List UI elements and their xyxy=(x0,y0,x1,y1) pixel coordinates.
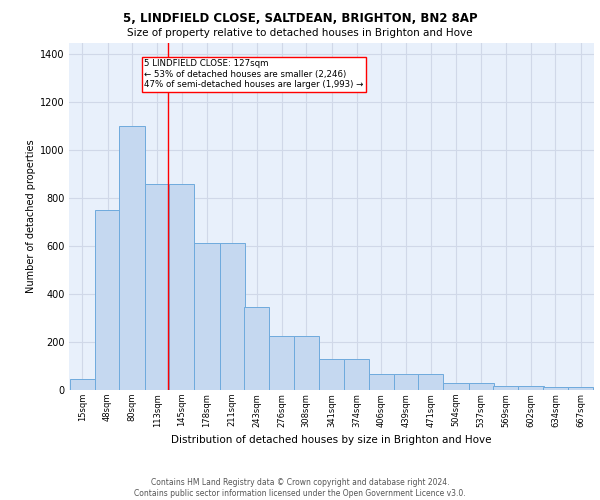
Text: Contains HM Land Registry data © Crown copyright and database right 2024.
Contai: Contains HM Land Registry data © Crown c… xyxy=(134,478,466,498)
Bar xyxy=(394,374,419,390)
Bar xyxy=(568,387,593,390)
Bar xyxy=(293,336,319,390)
Bar xyxy=(119,126,145,390)
Bar xyxy=(543,387,568,390)
Bar xyxy=(443,384,469,390)
Bar xyxy=(95,210,120,390)
Bar xyxy=(244,308,269,390)
Bar xyxy=(194,242,220,390)
Bar xyxy=(169,184,194,390)
Bar xyxy=(344,359,370,390)
Bar xyxy=(145,184,170,390)
Text: 5 LINDFIELD CLOSE: 127sqm
← 53% of detached houses are smaller (2,246)
47% of se: 5 LINDFIELD CLOSE: 127sqm ← 53% of detac… xyxy=(144,60,364,89)
Text: 5, LINDFIELD CLOSE, SALTDEAN, BRIGHTON, BN2 8AP: 5, LINDFIELD CLOSE, SALTDEAN, BRIGHTON, … xyxy=(122,12,478,26)
Bar xyxy=(418,374,443,390)
Bar xyxy=(469,384,494,390)
Bar xyxy=(368,374,394,390)
Bar xyxy=(518,386,544,390)
Bar xyxy=(269,336,295,390)
Bar xyxy=(319,359,344,390)
Text: Size of property relative to detached houses in Brighton and Hove: Size of property relative to detached ho… xyxy=(127,28,473,38)
Bar xyxy=(493,386,518,390)
Y-axis label: Number of detached properties: Number of detached properties xyxy=(26,140,36,293)
Bar xyxy=(70,378,95,390)
Bar xyxy=(220,242,245,390)
X-axis label: Distribution of detached houses by size in Brighton and Hove: Distribution of detached houses by size … xyxy=(171,435,492,445)
